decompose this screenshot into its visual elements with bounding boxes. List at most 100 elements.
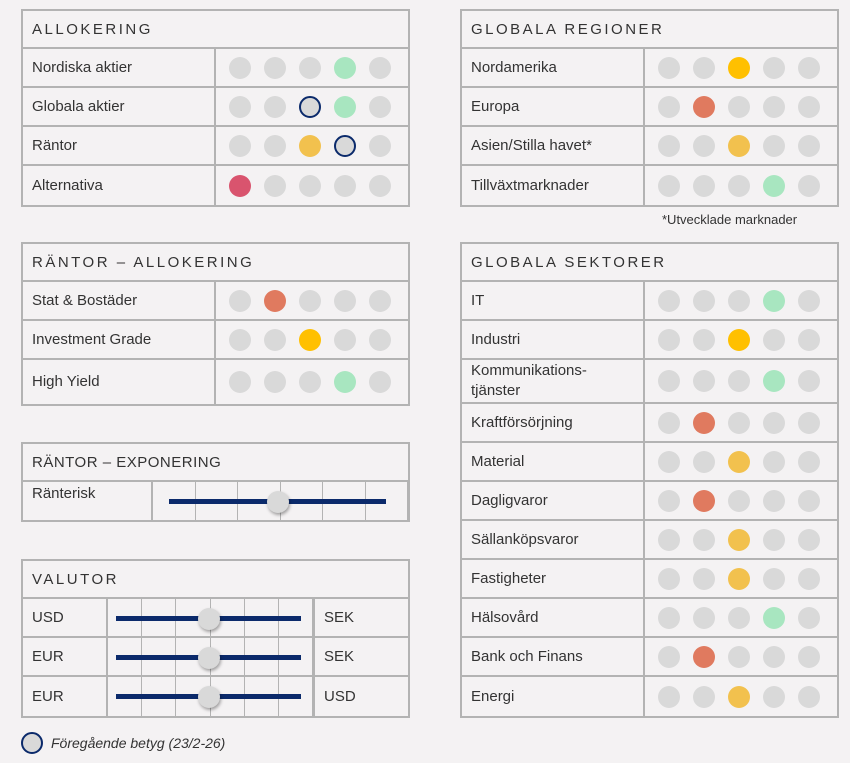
rating-dot-3 [728, 489, 750, 512]
currency-slider[interactable] [108, 677, 314, 716]
rating-dot-3 [728, 289, 750, 312]
rating-dots [645, 166, 837, 205]
row-label: Hälsovård [462, 599, 645, 636]
rating-dot-4 [763, 95, 785, 118]
rating-dots [216, 282, 408, 319]
row-label: Investment Grade [23, 321, 216, 358]
rating-row: Bank och Finans [462, 638, 837, 677]
rating-row: Energi [462, 677, 837, 716]
row-label: Europa [462, 88, 645, 125]
row-label: Kraftförsörjning [462, 404, 645, 441]
rating-dots [645, 321, 837, 358]
currency-row: EUR USD [23, 677, 408, 716]
rating-dot-3 [728, 174, 750, 197]
currency-slider[interactable] [108, 638, 314, 675]
rating-dots [645, 599, 837, 636]
panel-title: VALUTOR [23, 561, 408, 599]
rating-dot-active [728, 328, 750, 351]
rating-dot-5 [369, 95, 391, 118]
rating-row: Kraftförsörjning [462, 404, 837, 443]
rating-dot-active [693, 411, 715, 434]
rating-dot-4 [763, 56, 785, 79]
slider-knob[interactable] [266, 491, 289, 513]
rating-dot-active [693, 645, 715, 668]
currency-left: USD [23, 599, 108, 636]
legend: Föregående betyg (23/2-26) [21, 732, 225, 754]
rating-row: Investment Grade [23, 321, 408, 360]
rating-dot-2 [693, 174, 715, 197]
rating-dot-active [299, 134, 321, 157]
rating-dot-4 [763, 645, 785, 668]
currency-slider[interactable] [108, 599, 314, 636]
currency-right: SEK [313, 599, 408, 636]
row-label: Bank och Finans [462, 638, 645, 675]
ranterisk-slider[interactable] [153, 482, 408, 520]
rating-dot-4 [763, 528, 785, 551]
panel-title: GLOBALA SEKTORER [462, 244, 837, 282]
rating-dot-2 [264, 95, 286, 118]
row-label: Kommunikations- tjänster [462, 360, 645, 402]
rating-dot-5 [798, 645, 820, 668]
rating-row: Globala aktier [23, 88, 408, 127]
rating-row: Asien/Stilla havet* [462, 127, 837, 166]
slider-knob[interactable] [197, 647, 220, 669]
rating-dot-2 [264, 56, 286, 79]
rating-dot-4 [763, 450, 785, 473]
slider-knob[interactable] [197, 686, 220, 708]
rating-dot-1 [658, 645, 680, 668]
rating-dot-active [334, 56, 356, 79]
row-label: Fastigheter [462, 560, 645, 597]
currency-left: EUR [23, 677, 108, 716]
panel-globala-sektorer: GLOBALA SEKTORER IT Industri Kommunikations… [460, 242, 839, 718]
rating-dot-active [229, 174, 251, 197]
panel-rantor-allokering: RÄNTOR – ALLOKERING Stat & Bostäder Invest… [21, 242, 410, 406]
rating-row: Räntor [23, 127, 408, 166]
rating-dot-1 [658, 685, 680, 708]
currency-left: EUR [23, 638, 108, 675]
rating-dot-2 [693, 328, 715, 351]
rating-dot-5 [798, 134, 820, 157]
rating-dot-3 [728, 606, 750, 629]
rating-dot-1 [658, 95, 680, 118]
rating-dot-3 [728, 95, 750, 118]
rating-dot-active [763, 370, 785, 392]
rating-dot-2 [693, 606, 715, 629]
rating-dot-5 [798, 567, 820, 590]
rating-dot-3 [299, 56, 321, 79]
row-label: Tillväxtmarknader [462, 166, 645, 205]
rating-dot-active [334, 95, 356, 118]
rating-row: Industri [462, 321, 837, 360]
rating-dots [645, 404, 837, 441]
rating-dots [645, 560, 837, 597]
rating-dot-2 [264, 371, 286, 393]
rating-dot-1 [229, 134, 251, 157]
previous-rating-icon [21, 732, 43, 754]
rating-dot-1 [658, 289, 680, 312]
panel-title: ALLOKERING [23, 11, 408, 49]
slider-knob[interactable] [197, 608, 220, 630]
rating-dot-2 [264, 328, 286, 351]
rating-row: IT [462, 282, 837, 321]
rating-dot-5 [369, 289, 391, 312]
rating-dot-3 [299, 289, 321, 312]
panel-globala-regioner: GLOBALA REGIONER Nordamerika Europa Asien/S… [460, 9, 839, 207]
rating-dots [216, 88, 408, 125]
grid-cell [279, 599, 314, 636]
rating-dot-active [728, 567, 750, 590]
rating-dot-1 [658, 411, 680, 434]
rating-dot-1 [229, 371, 251, 393]
rating-dot-active [728, 685, 750, 708]
rating-row: Dagligvaror [462, 482, 837, 521]
panel-allokering: ALLOKERING Nordiska aktier Globala aktier R… [21, 9, 410, 207]
rating-row: Fastigheter [462, 560, 837, 599]
rating-dot-1 [229, 95, 251, 118]
rating-dot-2 [264, 174, 286, 197]
rating-dots [645, 360, 837, 402]
currency-row: EUR SEK [23, 638, 408, 677]
rating-dot-active [334, 371, 356, 393]
rating-dot-2 [693, 685, 715, 708]
rating-dot-previous [299, 95, 321, 118]
rating-dot-active [728, 134, 750, 157]
row-label: Globala aktier [23, 88, 216, 125]
legend-label: Föregående betyg (23/2-26) [51, 735, 226, 751]
